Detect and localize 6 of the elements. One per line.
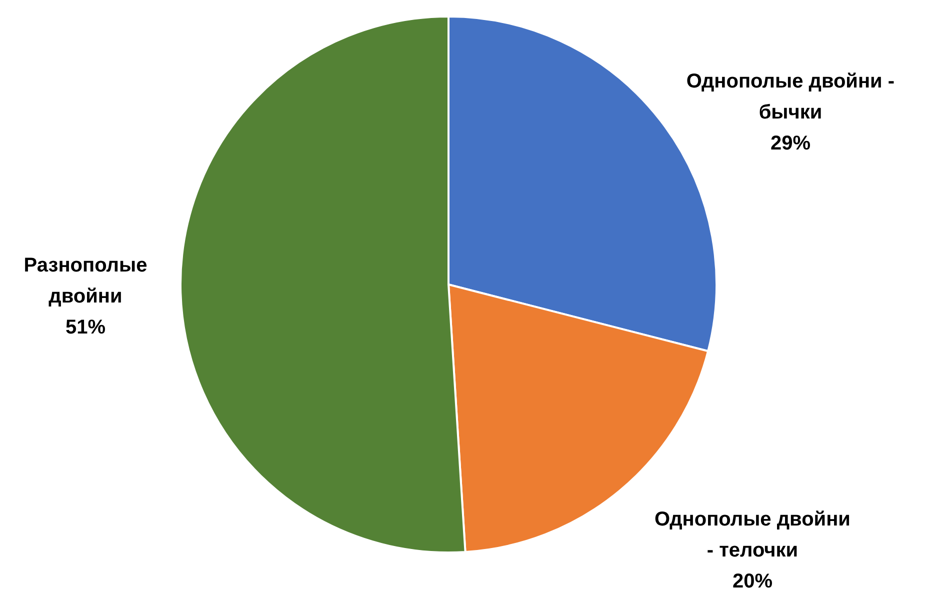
data-label: 51%	[65, 316, 106, 338]
slice-label: Разнополые двойни	[24, 254, 148, 308]
slice-label: Однополые двойни - бычки	[686, 70, 895, 124]
slice-label: Однополые двойни - телочки	[654, 508, 850, 562]
data-label: 29%	[770, 132, 811, 154]
data-label: 20%	[732, 570, 773, 592]
